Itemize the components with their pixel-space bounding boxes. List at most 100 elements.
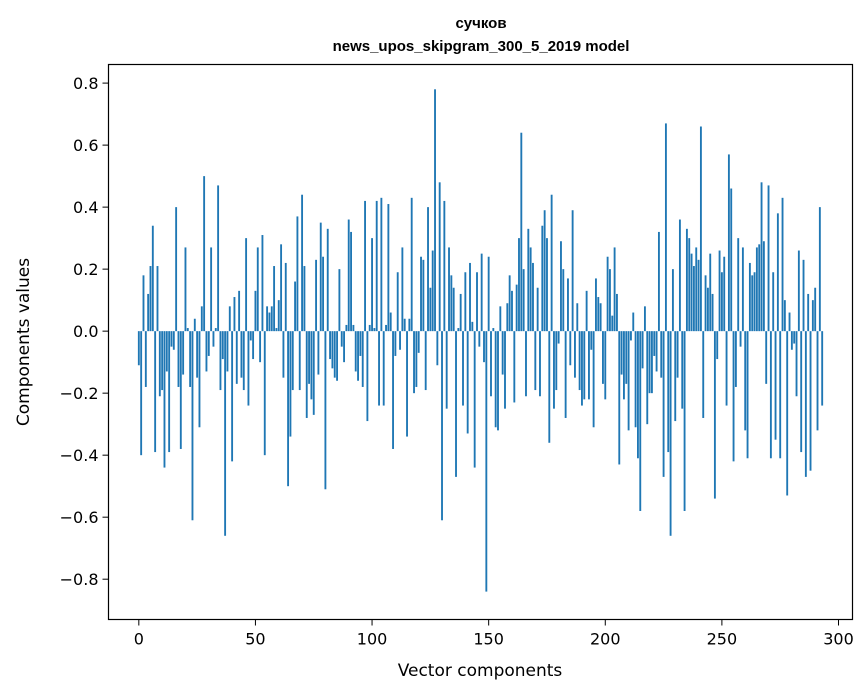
bar-190 [581, 331, 583, 406]
bar-104 [380, 197, 383, 332]
bar-193 [588, 331, 590, 400]
x-tick-label: 300 [823, 630, 854, 649]
bar-15 [172, 331, 175, 350]
bar-162 [515, 284, 518, 332]
bar-46 [245, 238, 248, 332]
bar-series [137, 89, 824, 592]
bar-49 [252, 331, 255, 360]
x-tick-label: 150 [473, 630, 504, 649]
bar-6 [151, 225, 154, 332]
bar-80 [324, 331, 327, 490]
bar-60 [277, 300, 280, 332]
bar-272 [772, 272, 775, 332]
bar-39 [228, 306, 231, 332]
bar-224 [660, 331, 663, 378]
bar-139 [462, 331, 464, 406]
bar-99 [368, 324, 371, 332]
bar-140 [464, 272, 467, 332]
bar-225 [662, 331, 665, 477]
bar-48 [249, 331, 252, 341]
bar-51 [256, 247, 259, 332]
x-tick-label: 100 [357, 630, 388, 649]
bar-200 [604, 331, 607, 400]
bar-76 [315, 259, 318, 332]
bar-75 [312, 331, 315, 415]
bar-110 [394, 331, 397, 356]
bar-16 [175, 207, 178, 332]
bar-209 [625, 331, 628, 384]
bar-135 [452, 287, 455, 332]
bar-263 [751, 275, 754, 332]
bar-98 [366, 331, 369, 422]
bar-67 [294, 281, 297, 332]
bar-93 [354, 331, 357, 372]
bar-232 [678, 219, 681, 332]
bar-199 [602, 331, 604, 384]
bar-14 [170, 331, 173, 347]
bar-256 [734, 331, 737, 387]
bar-26 [198, 331, 201, 428]
bar-180 [557, 331, 560, 344]
bar-175 [546, 238, 548, 332]
bar-231 [676, 331, 679, 378]
bar-248 [716, 331, 719, 360]
bar-259 [741, 247, 744, 332]
bar-2 [142, 275, 145, 332]
bar-37 [224, 331, 227, 536]
bar-97 [364, 200, 366, 332]
bar-116 [408, 318, 411, 332]
bar-265 [755, 247, 758, 332]
bar-136 [455, 331, 457, 477]
bar-58 [273, 266, 276, 332]
bar-57 [270, 306, 273, 332]
bar-153 [494, 331, 497, 428]
bar-287 [807, 293, 810, 332]
x-axis-ticks: 0 50 100 150 200 250 300 [134, 619, 854, 649]
bar-129 [438, 182, 441, 332]
bar-212 [632, 312, 635, 332]
bar-201 [606, 256, 609, 332]
bar-142 [469, 262, 471, 332]
bar-196 [595, 278, 597, 332]
bar-45 [242, 331, 245, 391]
bar-267 [760, 182, 763, 332]
bar-262 [748, 262, 751, 332]
bar-264 [753, 272, 756, 332]
bar-280 [790, 331, 793, 350]
bar-29 [205, 331, 208, 372]
y-tick-label: 0.6 [73, 136, 98, 155]
bar-105 [382, 331, 385, 406]
bar-161 [513, 331, 516, 403]
bar-0 [137, 331, 140, 366]
bar-4 [147, 293, 150, 332]
bar-24 [193, 318, 196, 332]
bar-87 [340, 331, 343, 347]
chart-title-line-1: сучков [455, 15, 506, 32]
bar-202 [609, 269, 611, 332]
bar-103 [378, 331, 380, 406]
bar-92 [352, 324, 355, 332]
bar-279 [788, 312, 791, 332]
bar-131 [443, 200, 446, 332]
bar-253 [727, 154, 730, 332]
bar-165 [522, 269, 525, 332]
bar-74 [310, 331, 313, 400]
bar-35 [219, 331, 222, 391]
bar-238 [692, 266, 695, 332]
bar-117 [410, 197, 413, 332]
bar-88 [343, 331, 345, 363]
bar-292 [818, 207, 821, 332]
bar-73 [308, 331, 311, 384]
bar-84 [333, 331, 336, 378]
bar-101 [373, 328, 376, 332]
bar-27 [200, 306, 203, 332]
bar-173 [541, 225, 544, 332]
bar-145 [476, 272, 478, 332]
x-axis-label: Vector components [398, 661, 563, 681]
bar-126 [431, 250, 434, 332]
bar-89 [345, 324, 348, 332]
bar-214 [637, 331, 639, 459]
bar-106 [385, 324, 387, 332]
bar-59 [275, 328, 278, 332]
bar-128 [436, 331, 439, 366]
